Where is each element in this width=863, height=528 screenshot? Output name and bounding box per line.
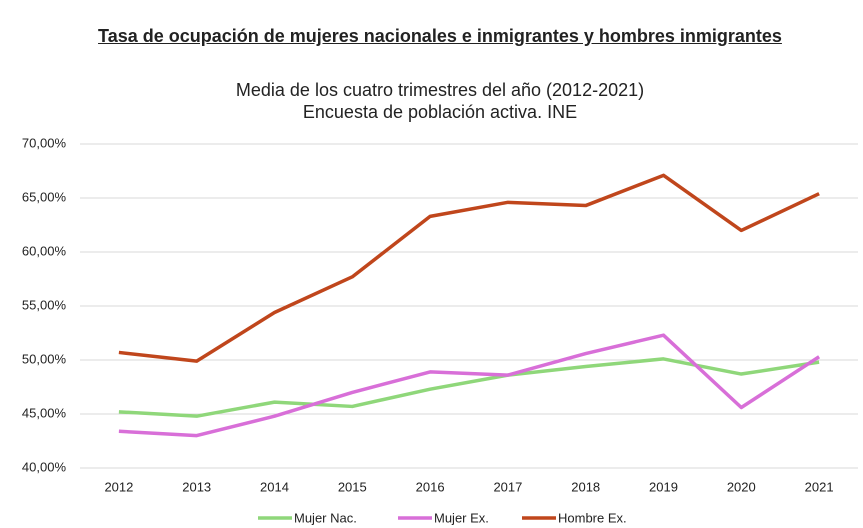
x-tick-label: 2017	[493, 479, 522, 494]
series-line	[118, 333, 821, 438]
series-line	[118, 357, 820, 418]
chart-subtitle: Encuesta de población activa. INE	[302, 102, 578, 122]
chart-title: Tasa de ocupación de mujeres nacionales …	[98, 26, 782, 46]
x-tick-label: 2016	[416, 479, 445, 494]
legend-label: Mujer Ex.	[434, 510, 489, 525]
legend-label: Mujer Nac.	[294, 510, 357, 525]
x-tick-label: 2018	[571, 479, 600, 494]
series-line	[118, 173, 820, 363]
x-tick-label: 2015	[338, 479, 367, 494]
y-tick-label: 65,00%	[22, 189, 67, 204]
y-tick-label: 50,00%	[22, 351, 67, 366]
chart-subtitle: Media de los cuatro trimestres del año (…	[235, 80, 645, 100]
x-tick-label: 2014	[260, 479, 289, 494]
x-tick-label: 2012	[104, 479, 133, 494]
y-tick-label: 70,00%	[22, 135, 67, 150]
y-tick-label: 55,00%	[22, 297, 67, 312]
x-tick-label: 2020	[727, 479, 756, 494]
x-tick-label: 2021	[805, 479, 834, 494]
legend-label: Hombre Ex.	[558, 510, 627, 525]
y-tick-label: 40,00%	[22, 459, 67, 474]
x-tick-label: 2019	[649, 479, 678, 494]
y-tick-label: 60,00%	[22, 243, 67, 258]
y-tick-label: 45,00%	[22, 405, 67, 420]
x-tick-label: 2013	[182, 479, 211, 494]
